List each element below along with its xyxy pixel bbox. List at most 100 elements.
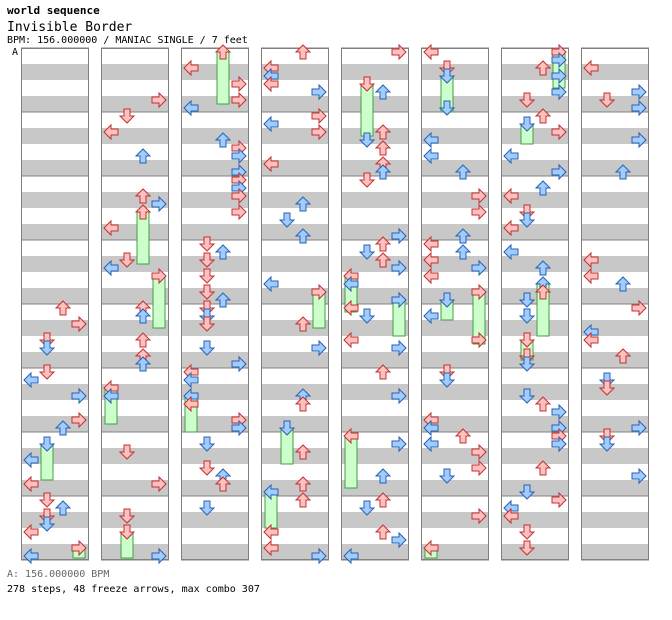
up-arrow — [294, 316, 312, 332]
left-arrow — [583, 251, 599, 269]
bpm-marker: A — [12, 47, 19, 58]
down-arrow — [438, 372, 456, 388]
left-arrow — [103, 259, 119, 277]
right-arrow — [471, 443, 487, 461]
down-arrow — [38, 492, 56, 508]
right-arrow — [311, 107, 327, 125]
right-arrow — [231, 75, 247, 93]
left-arrow — [423, 419, 439, 437]
left-arrow — [503, 187, 519, 205]
left-arrow — [103, 219, 119, 237]
up-arrow — [214, 292, 232, 308]
down-arrow — [198, 500, 216, 516]
up-arrow — [294, 492, 312, 508]
right-arrow — [631, 299, 647, 317]
right-arrow — [311, 547, 327, 565]
left-arrow — [343, 299, 359, 317]
up-arrow — [374, 364, 392, 380]
left-arrow — [423, 43, 439, 61]
left-arrow — [423, 251, 439, 269]
right-arrow — [71, 539, 87, 557]
up-arrow — [614, 276, 632, 292]
right-arrow — [471, 507, 487, 525]
freeze-arrow — [216, 51, 230, 105]
down-arrow — [518, 292, 536, 308]
down-arrow — [118, 252, 136, 268]
chart-column — [181, 44, 249, 561]
left-arrow — [23, 547, 39, 565]
up-arrow — [374, 140, 392, 156]
down-arrow — [438, 468, 456, 484]
right-arrow — [471, 283, 487, 301]
up-arrow — [374, 236, 392, 252]
right-arrow — [631, 99, 647, 117]
down-arrow — [438, 100, 456, 116]
up-arrow — [534, 60, 552, 76]
left-arrow — [263, 155, 279, 173]
chart-column — [421, 43, 489, 561]
right-arrow — [471, 459, 487, 477]
column-frame — [101, 48, 169, 560]
chart-column — [21, 47, 89, 565]
chart-meta: BPM: 156.000000 / MANIAC SINGLE / 7 feet — [7, 35, 248, 46]
up-arrow — [374, 524, 392, 540]
right-arrow — [231, 203, 247, 221]
down-arrow — [198, 252, 216, 268]
up-arrow — [134, 204, 152, 220]
down-arrow — [358, 244, 376, 260]
up-arrow — [54, 420, 72, 436]
up-arrow — [294, 196, 312, 212]
down-arrow — [438, 292, 456, 308]
down-arrow — [518, 212, 536, 228]
up-arrow — [214, 244, 232, 260]
up-arrow — [134, 308, 152, 324]
right-arrow — [391, 291, 407, 309]
song-title: Invisible Border — [7, 20, 133, 35]
right-arrow — [551, 403, 567, 421]
down-arrow — [198, 284, 216, 300]
freeze-arrow — [152, 275, 166, 329]
left-arrow — [503, 147, 519, 165]
up-arrow — [454, 164, 472, 180]
down-arrow — [598, 380, 616, 396]
up-arrow — [534, 460, 552, 476]
right-arrow — [71, 315, 87, 333]
right-arrow — [71, 411, 87, 429]
down-arrow — [278, 212, 296, 228]
right-arrow — [311, 283, 327, 301]
left-arrow — [183, 395, 199, 413]
left-arrow — [423, 267, 439, 285]
down-arrow — [198, 436, 216, 452]
column-frame — [181, 48, 249, 560]
right-arrow — [551, 83, 567, 101]
up-arrow — [214, 132, 232, 148]
down-arrow — [518, 116, 536, 132]
column-frame — [21, 48, 89, 560]
right-arrow — [231, 91, 247, 109]
right-arrow — [471, 259, 487, 277]
left-arrow — [503, 507, 519, 525]
up-arrow — [134, 332, 152, 348]
up-arrow — [294, 396, 312, 412]
right-arrow — [471, 203, 487, 221]
left-arrow — [263, 523, 279, 541]
right-arrow — [471, 187, 487, 205]
freeze-arrow — [360, 83, 374, 137]
right-arrow — [391, 435, 407, 453]
down-arrow — [518, 356, 536, 372]
right-arrow — [551, 491, 567, 509]
left-arrow — [263, 75, 279, 93]
left-arrow — [423, 435, 439, 453]
left-arrow — [503, 219, 519, 237]
left-arrow — [423, 147, 439, 165]
right-arrow — [311, 123, 327, 141]
freeze-arrow — [344, 435, 358, 489]
right-arrow — [151, 547, 167, 565]
freeze-arrow — [136, 211, 150, 265]
left-arrow — [423, 307, 439, 325]
up-arrow — [374, 468, 392, 484]
down-arrow — [518, 524, 536, 540]
chart-stats: 278 steps, 48 freeze arrows, max combo 3… — [7, 584, 260, 595]
up-arrow — [374, 252, 392, 268]
up-arrow — [294, 228, 312, 244]
